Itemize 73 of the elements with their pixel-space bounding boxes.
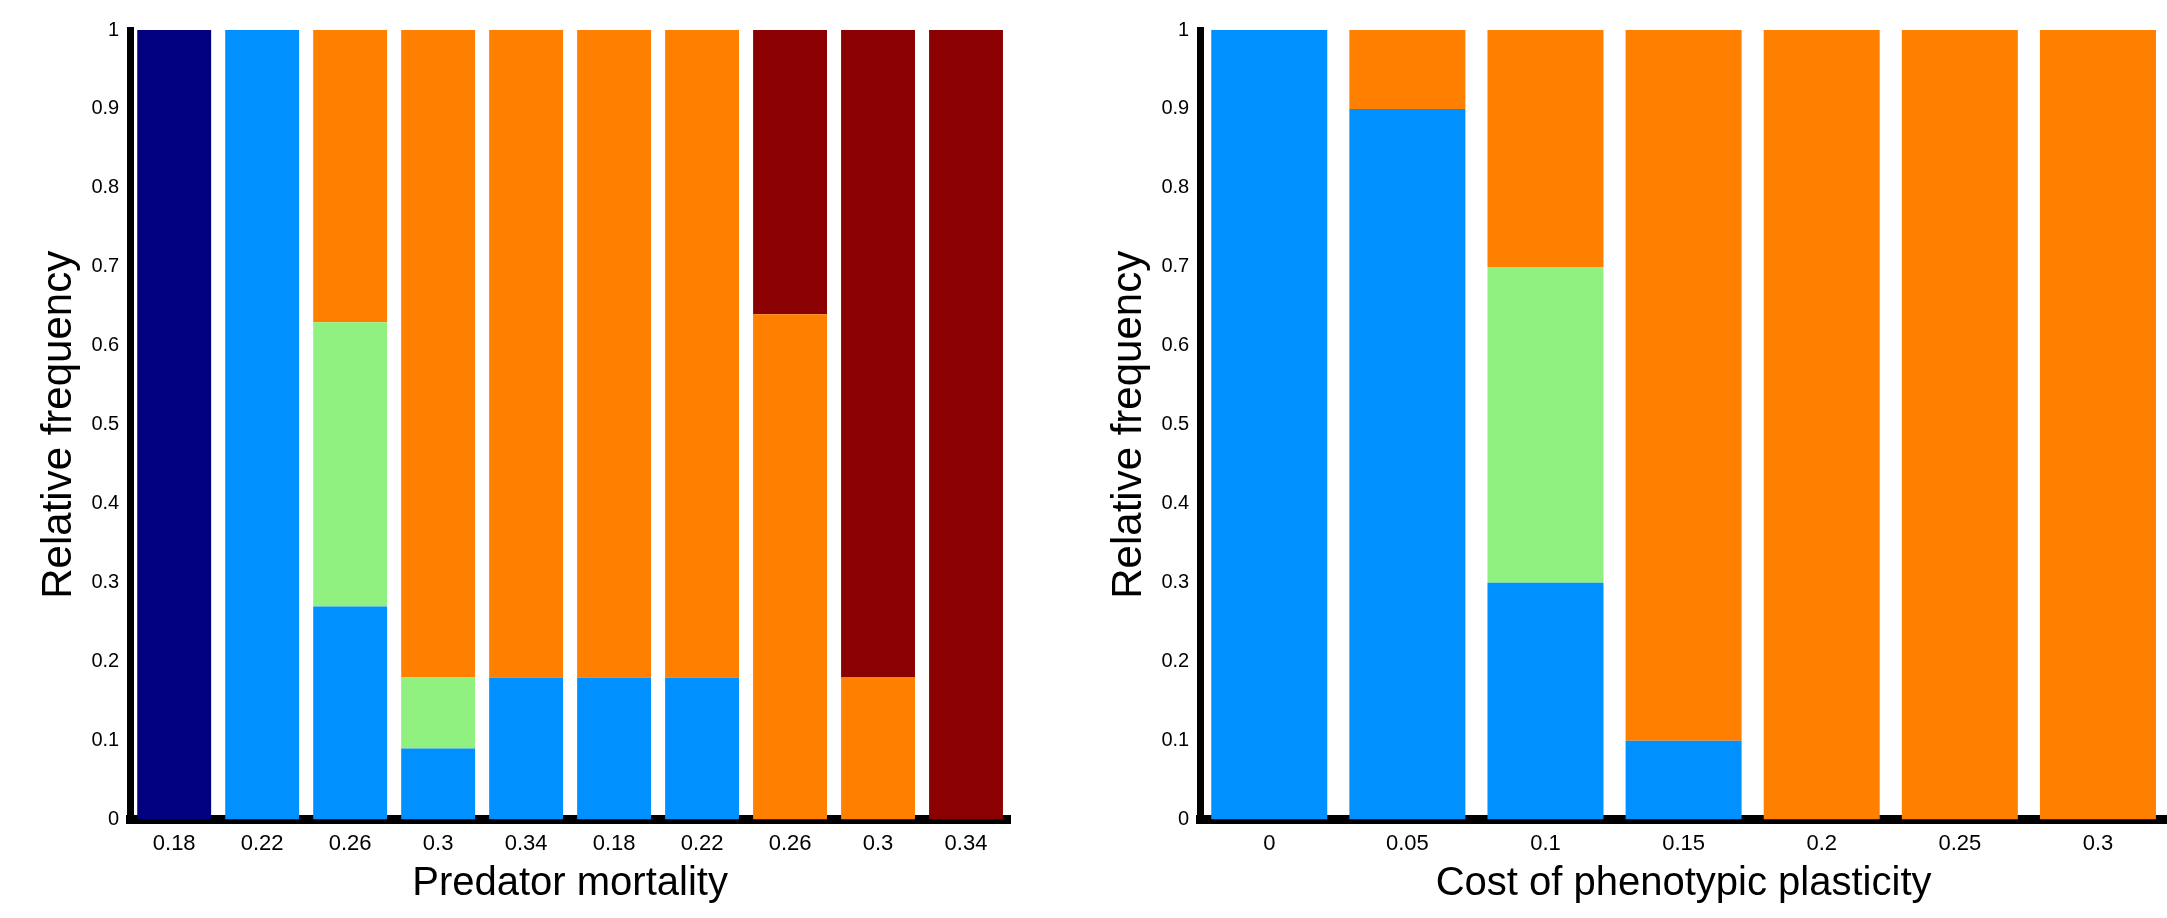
y-tick-label: 0.7 [1161,254,1190,277]
x-axis-title: Predator mortality [412,859,728,904]
bar [1901,30,2018,820]
y-tick-label: 0.6 [91,333,120,356]
bar [1487,30,1604,267]
bar [1349,30,1466,109]
y-tick-label: 0.8 [1161,175,1190,198]
x-tick-label: 0.3 [2082,829,2114,855]
bar [753,314,827,820]
bar [1763,30,1880,820]
y-tick-label: 1 [108,17,120,40]
bar [1349,108,1466,820]
bar [753,30,827,315]
x-tick-label: 0.34 [504,829,548,855]
y-tick-label: 0.4 [91,491,120,514]
y-tick-label: 1 [1178,17,1190,40]
x-tick-label: 0.18 [592,829,636,855]
x-tick-label: 0.34 [944,829,988,855]
y-tick-label: 0.2 [91,649,120,672]
bar [665,677,740,820]
x-tick-label: 0.26 [328,829,372,855]
bar [313,606,388,820]
y-tick-label: 0.7 [91,254,120,277]
y-tick-label: 0 [108,807,120,830]
x-tick-label: 0.05 [1385,829,1429,855]
y-tick-label: 0.3 [1161,570,1190,593]
x-tick-label: 0.25 [1938,829,1982,855]
bar [577,30,652,678]
bar [137,30,212,820]
bar [1487,266,1604,583]
y-tick-label: 0.1 [1161,728,1190,751]
bar [489,677,564,820]
x-tick-label: 0.22 [240,829,284,855]
x-tick-label: 0.3 [422,829,454,855]
y-tick-label: 0.5 [1161,412,1190,435]
x-tick-label: 0.1 [1530,829,1561,855]
bar [1211,30,1328,820]
y-axis-title: Relative frequency [32,250,80,599]
bar [313,322,388,607]
x-tick-label: 0 [1263,829,1276,855]
bar [401,748,476,820]
y-tick-label: 0 [1178,807,1190,830]
y-axis-title: Relative frequency [1102,250,1150,599]
x-tick-label: 0.26 [768,829,812,855]
y-tick-label: 0.1 [91,728,120,751]
bar [665,30,740,678]
bar [841,677,915,820]
bar [841,30,915,678]
y-tick-label: 0.9 [91,96,120,119]
x-axis-title: Cost of phenotypic plasticity [1435,859,1932,904]
bar [225,30,300,820]
bar [1625,30,1742,741]
bar [1625,740,1742,820]
y-tick-label: 0.3 [91,570,120,593]
y-tick-label: 0.9 [1161,96,1190,119]
x-tick-label: 0.15 [1662,829,1706,855]
y-tick-label: 0.6 [1161,333,1190,356]
y-tick-label: 0.4 [1161,491,1190,514]
bar [313,30,388,323]
x-tick-label: 0.18 [152,829,196,855]
y-tick-label: 0.2 [1161,649,1190,672]
bar [401,677,476,749]
x-tick-label: 0.3 [862,829,894,855]
y-tick-label: 0.8 [91,175,120,198]
y-tick-label: 0.5 [91,412,120,435]
bar [577,677,652,820]
bar [929,30,1003,820]
bar [401,30,476,678]
bar [2039,30,2156,820]
bar [489,30,564,678]
x-tick-label: 0.22 [680,829,724,855]
bar [1487,582,1604,820]
x-tick-label: 0.2 [1806,829,1838,855]
